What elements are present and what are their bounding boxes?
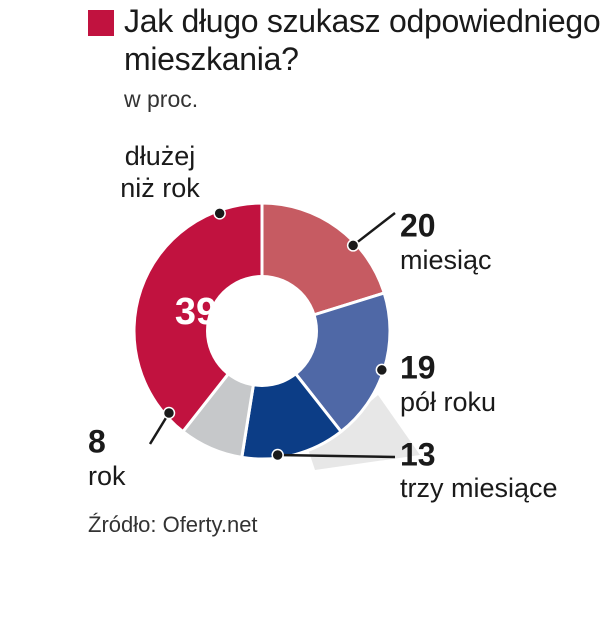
leader-dot-miesiac bbox=[346, 239, 360, 252]
shadow-shape bbox=[305, 395, 420, 470]
chart-title: Jak długo szukasz odpowiedniego mieszkan… bbox=[124, 2, 610, 78]
leader-line-trzy-miesiace bbox=[277, 453, 396, 459]
category-label-rok: rok bbox=[88, 461, 126, 491]
leader-dot-dluzej-niz-rok bbox=[213, 207, 226, 220]
leader-dot-trzy-miesiace bbox=[271, 448, 284, 462]
category-label-dluzej-niz-rok-line2: niż rok bbox=[120, 173, 200, 203]
category-label-trzy-miesiace: trzy miesiące bbox=[400, 473, 558, 503]
value-label-pol-roku: 19 bbox=[400, 349, 436, 385]
leader-dot-rok bbox=[162, 406, 176, 420]
leader-line-miesiac bbox=[352, 212, 396, 247]
value-label-miesiac: 20 bbox=[400, 207, 436, 243]
category-label-pol-roku: pół roku bbox=[400, 387, 496, 417]
value-label-trzy-miesiace: 13 bbox=[400, 436, 436, 472]
chart-shadow bbox=[305, 395, 420, 470]
chart-title-text: Jak długo szukasz odpowiedniego mieszkan… bbox=[124, 3, 601, 77]
donut-hole bbox=[206, 275, 318, 387]
category-label-miesiac: miesiąc bbox=[400, 245, 492, 275]
leader-dot-pol-roku bbox=[375, 363, 389, 377]
title-marker bbox=[88, 10, 114, 36]
category-label-dluzej-niz-rok-line1: dłużej bbox=[125, 141, 196, 171]
value-label-rok: 8 bbox=[88, 423, 106, 459]
source-note: Źródło: Oferty.net bbox=[88, 512, 258, 537]
value-label-dluzej-niz-rok: 39 bbox=[175, 291, 217, 333]
chart-subtitle: w proc. bbox=[124, 86, 199, 112]
